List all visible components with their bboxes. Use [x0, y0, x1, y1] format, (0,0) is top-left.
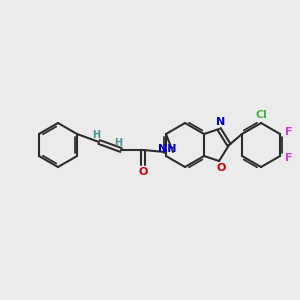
Text: NH: NH	[158, 144, 176, 154]
Text: F: F	[285, 127, 293, 137]
Text: H: H	[92, 130, 100, 140]
Text: Cl: Cl	[255, 110, 267, 120]
Text: O: O	[216, 163, 226, 173]
Text: F: F	[285, 153, 293, 163]
Text: O: O	[138, 167, 148, 177]
Text: H: H	[114, 138, 122, 148]
Text: N: N	[216, 117, 226, 127]
